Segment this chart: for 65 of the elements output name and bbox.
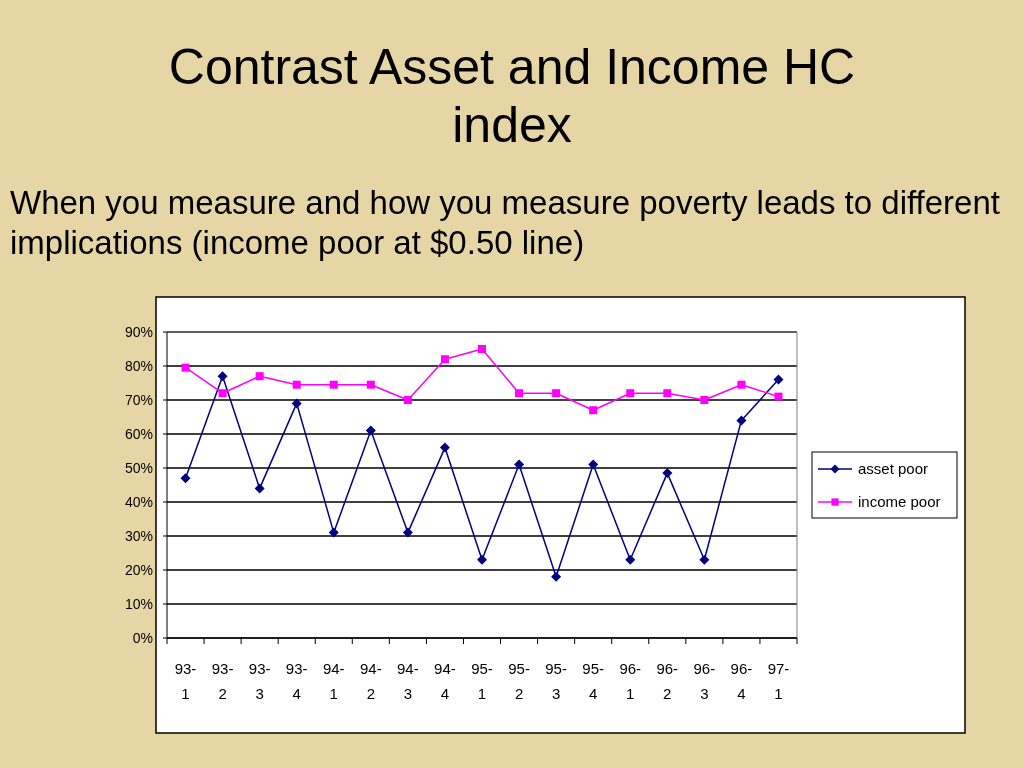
y-tick-label: 20% [124,561,153,578]
point [402,527,413,538]
point [773,374,784,385]
x-tick-label: 96-1 [619,660,642,702]
x-tick-label: 95-2 [508,660,530,702]
point [181,363,190,372]
point [699,554,710,565]
x-tick-label: 97-1 [767,660,790,702]
point [589,406,598,415]
y-tick-label: 90% [124,323,153,340]
x-tick-label: 93-1 [174,660,197,702]
point [439,442,450,453]
y-tick-label: 30% [124,527,153,544]
x-tick-label: 93-3 [248,660,271,702]
y-tick-label: 80% [124,357,153,374]
legend-label: income poor [858,493,941,511]
point [328,527,339,538]
y-tick-label: 10% [124,595,153,612]
point [366,380,375,389]
point [515,389,524,398]
point [291,398,302,409]
x-tick-label: 94-2 [359,660,382,702]
point [663,389,672,398]
point [737,380,746,389]
x-tick-label: 94-4 [434,660,456,702]
point [217,371,228,382]
x-tick-label: 93-2 [211,660,234,702]
y-tick-label: 70% [124,391,153,408]
chart-title: Contrast Asset and Income HC index [168,39,856,153]
point [255,372,264,381]
x-tick-label: 95-1 [471,660,493,702]
point [329,380,338,389]
x-tick-label: 96-2 [656,660,679,702]
x-tick-label: 95-4 [582,660,605,702]
y-tick-label: 40% [124,493,153,510]
point [403,396,412,404]
point [551,571,562,582]
point [588,459,599,470]
point [700,396,709,404]
x-tick-label: 96-3 [693,660,716,702]
point [625,554,636,565]
point [736,415,747,426]
point [180,473,191,484]
point [626,389,635,398]
point [440,355,449,364]
y-tick-label: 60% [124,425,153,442]
x-tick-label: 93-4 [285,660,308,702]
point [552,389,561,398]
legend-label: asset poor [858,460,929,478]
y-tick-label: 0% [132,629,153,646]
x-tick-label: 94-1 [322,660,345,702]
point [218,389,227,398]
point [478,345,486,353]
x-tick-label: 94-3 [397,660,419,702]
point [254,483,265,494]
point [477,554,487,565]
y-tick-label: 50% [124,459,153,476]
point [514,459,525,470]
point [662,468,673,479]
x-tick-label: 96-4 [730,660,753,702]
point [365,425,376,436]
point [292,380,301,389]
point [774,392,783,401]
x-tick-label: 95-3 [545,660,567,702]
chart-subtitle: When you measure and how you measure poverty leads to different implications (income poor at $0.50 line) [10,184,1000,261]
